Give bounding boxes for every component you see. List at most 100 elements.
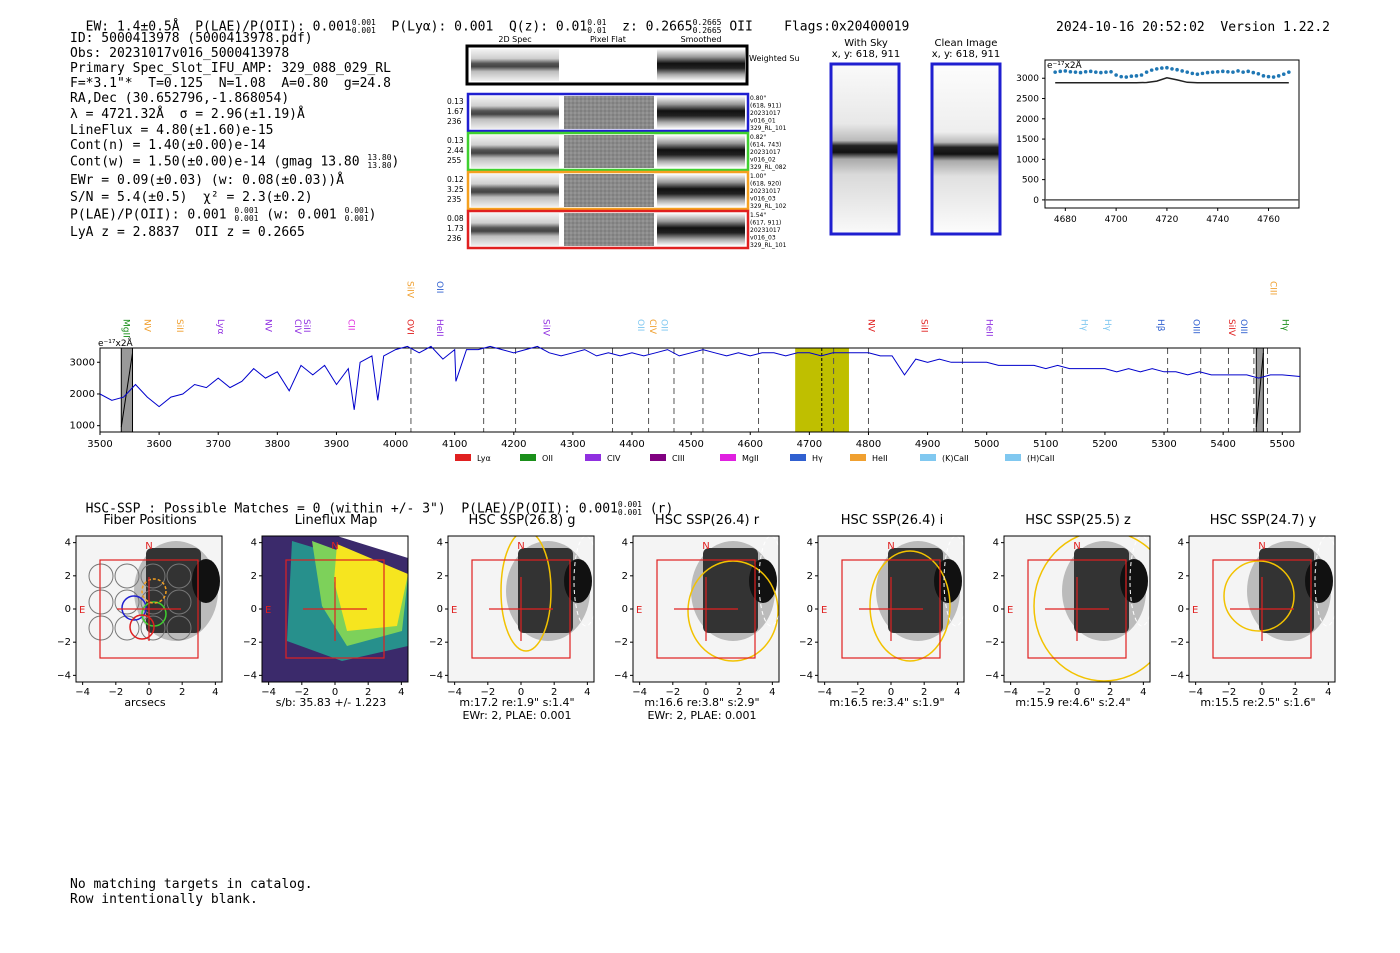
spectrum-legend-swatch [520, 454, 536, 461]
hsc-cutout-caption-line2: EWr: 2, PLAE: 0.001 [647, 709, 757, 722]
spectrum-legend-item: OII [520, 454, 553, 463]
cutout-ytick-label: 0 [622, 604, 628, 615]
spectrum-legend-swatch [790, 454, 806, 461]
cutout-xtick-label: 4 [1325, 687, 1331, 698]
cutout-xtick-label: 2 [179, 687, 185, 698]
cutout-xtick-label: 2 [1292, 687, 1298, 698]
cutout-xtick-label: −4 [447, 687, 462, 698]
cutout-xtick-label: −4 [1188, 687, 1203, 698]
cutout-east: E [1192, 605, 1198, 616]
cutout-ytick-label: −2 [1171, 637, 1184, 648]
spec2d-row-spec [471, 135, 559, 168]
hsc-summary: HSC-SSP : Possible Matches = 0 (within +… [70, 486, 674, 517]
spectrum-legend-label: CIV [607, 454, 621, 463]
lineflux-blank [337, 536, 408, 558]
cutout-ytick-label: −2 [58, 637, 71, 648]
cutout-east: E [636, 605, 642, 616]
cutout-north: N [1258, 541, 1265, 552]
cutout-ytick-label: −2 [986, 637, 999, 648]
hsc-cutout-panel: Fiber Positions N E −4 −4 −2 −2 0 0 2 2 4 4 arcsecs [58, 510, 230, 725]
cutout-ytick-label: −2 [430, 637, 443, 648]
cutout-xtick-label: 2 [1107, 687, 1113, 698]
cutout-ytick-label: −4 [1171, 670, 1184, 681]
zoom-data-point [1053, 70, 1057, 74]
spectrum-line-label: CIV [647, 319, 657, 335]
cutout-ytick-label: −4 [430, 670, 443, 681]
zoom-data-point [1078, 70, 1083, 75]
spec2d-row-left-label: 0.08 [447, 214, 464, 223]
zoom-data-point [1165, 65, 1169, 70]
cutout-ytick-label: 4 [251, 538, 257, 549]
hsc-cutout-caption: m:15.5 re:2.5" s:1.6" [1168, 696, 1348, 709]
spectrum-xtick-label: 5300 [1151, 439, 1176, 450]
header-bar: EW: 1.4±0.5Å P(LAE)/P(OII): 0.001 0.001 0.… [70, 3, 910, 36]
spectrum-line-label: SiIV [404, 281, 414, 299]
hsc-cutout-caption-line2: EWr: 2, PLAE: 0.001 [462, 709, 572, 722]
cutout-ytick-label: 2 [993, 571, 999, 582]
hsc-cutout-caption-line1: m:15.9 re:4.6" s:2.4" [1015, 696, 1131, 709]
spectrum-legend-swatch [920, 454, 936, 461]
fiber-circle [114, 563, 140, 589]
info-contw-err: 13.80 13.80 [367, 153, 392, 170]
cutout-xtick-label: 0 [703, 687, 709, 698]
info-lyaz: LyA z = 2.8837 OII z = 0.2665 [70, 225, 305, 240]
zoom-data-point [1241, 70, 1245, 74]
spec2d-row-right-label: 1.00" [750, 173, 766, 180]
spectrum-legend-label: MgII [742, 454, 759, 463]
spec2d-row-right-label: v016_01 [750, 118, 776, 125]
cutout-source [888, 548, 943, 633]
zoom-data-point [1236, 69, 1240, 73]
zoom-data-point [1287, 70, 1291, 74]
zoom-data-point [1104, 70, 1108, 74]
cutout-aperture-ellipse [869, 550, 951, 662]
spectrum-legend-item: Lyα [455, 454, 491, 463]
spec2d-header-2dspec: 2D Spec [498, 35, 531, 44]
hsc-cutout-title: HSC SSP(26.8) g [468, 513, 576, 528]
spectrum-line-label: Lyα [215, 319, 225, 335]
hsc-summary-text: HSC-SSP : Possible Matches = 0 (within +… [85, 501, 618, 517]
header-timestamp-version: 2024-10-16 20:52:02 Version 1.22.2 [1040, 5, 1330, 35]
fiber-circle [140, 615, 166, 641]
spectrum-ytick-label: 2000 [70, 389, 95, 400]
hsc-cutout-panel: Lineflux Map N E −4 −4 −2 −2 0 0 2 2 4 4 s/b: 35.83 +… [244, 510, 416, 725]
header-qz-err: 0.01 0.01 [587, 18, 607, 35]
spectrum-legend-item: MgII [720, 454, 759, 463]
cutout-ytick-label: −4 [58, 670, 71, 681]
zoom-xtick-label: 4700 [1105, 215, 1128, 225]
cutout-ytick-label: 0 [251, 604, 257, 615]
header-qz: Q(z): 0.01 [508, 19, 588, 35]
footer-line2: Row intentionally blank. [70, 892, 258, 907]
zoom-data-point [1134, 74, 1139, 78]
spectrum-xtick-label: 5100 [1033, 439, 1058, 450]
hsc-cutout-image: N E −4 −4 −2 −2 0 0 2 2 4 4 [615, 535, 780, 698]
zoom-xtick-label: 4720 [1155, 215, 1178, 225]
hsc-cutout-title: HSC SSP(24.7) y [1209, 513, 1317, 528]
header-version: Version 1.22.2 [1220, 20, 1330, 35]
spec2d-row-right-label: v016_02 [750, 157, 776, 164]
spectrum-line-label: Hβ [1155, 319, 1165, 332]
hsc-summary-suffix: (r) [649, 501, 674, 517]
cutout-aperture-ellipse [1033, 536, 1150, 682]
spec2d-row-left-label: 2.44 [447, 146, 464, 155]
spectrum-line-label: NV [263, 319, 273, 333]
zoom-data-point [1160, 66, 1164, 70]
fiber-circle [88, 589, 114, 615]
cutout-east: E [451, 605, 457, 616]
spectrum-legend-label: (H)CaII [1027, 454, 1054, 463]
spec2d-row-right-label: 329_RL_102 [750, 203, 787, 210]
cutout-ytick-label: −4 [244, 670, 257, 681]
spectrum-legend-swatch [650, 454, 666, 461]
cutout-north: N [702, 541, 709, 552]
fiber-highlight-circle [129, 614, 155, 640]
cutout-east: E [265, 605, 271, 616]
zoom-ytick-label: 500 [1022, 176, 1039, 186]
cutout-xtick-label: −4 [632, 687, 647, 698]
cutout-xtick-label: 2 [551, 687, 557, 698]
info-plae2-err: 0.001 0.001 [234, 206, 259, 223]
cutout-east: E [821, 605, 827, 616]
with-sky-title: With Sky x, y: 618, 911 [831, 38, 901, 60]
hsc-cutout-caption: m:17.2 re:1.9" s:1.4" EWr: 2, PLAE: 0.001 [427, 696, 607, 722]
zoom-data-point [1109, 69, 1113, 74]
header-timestamp: 2024-10-16 20:52:02 [1056, 20, 1205, 35]
fiber-circle [114, 615, 140, 641]
